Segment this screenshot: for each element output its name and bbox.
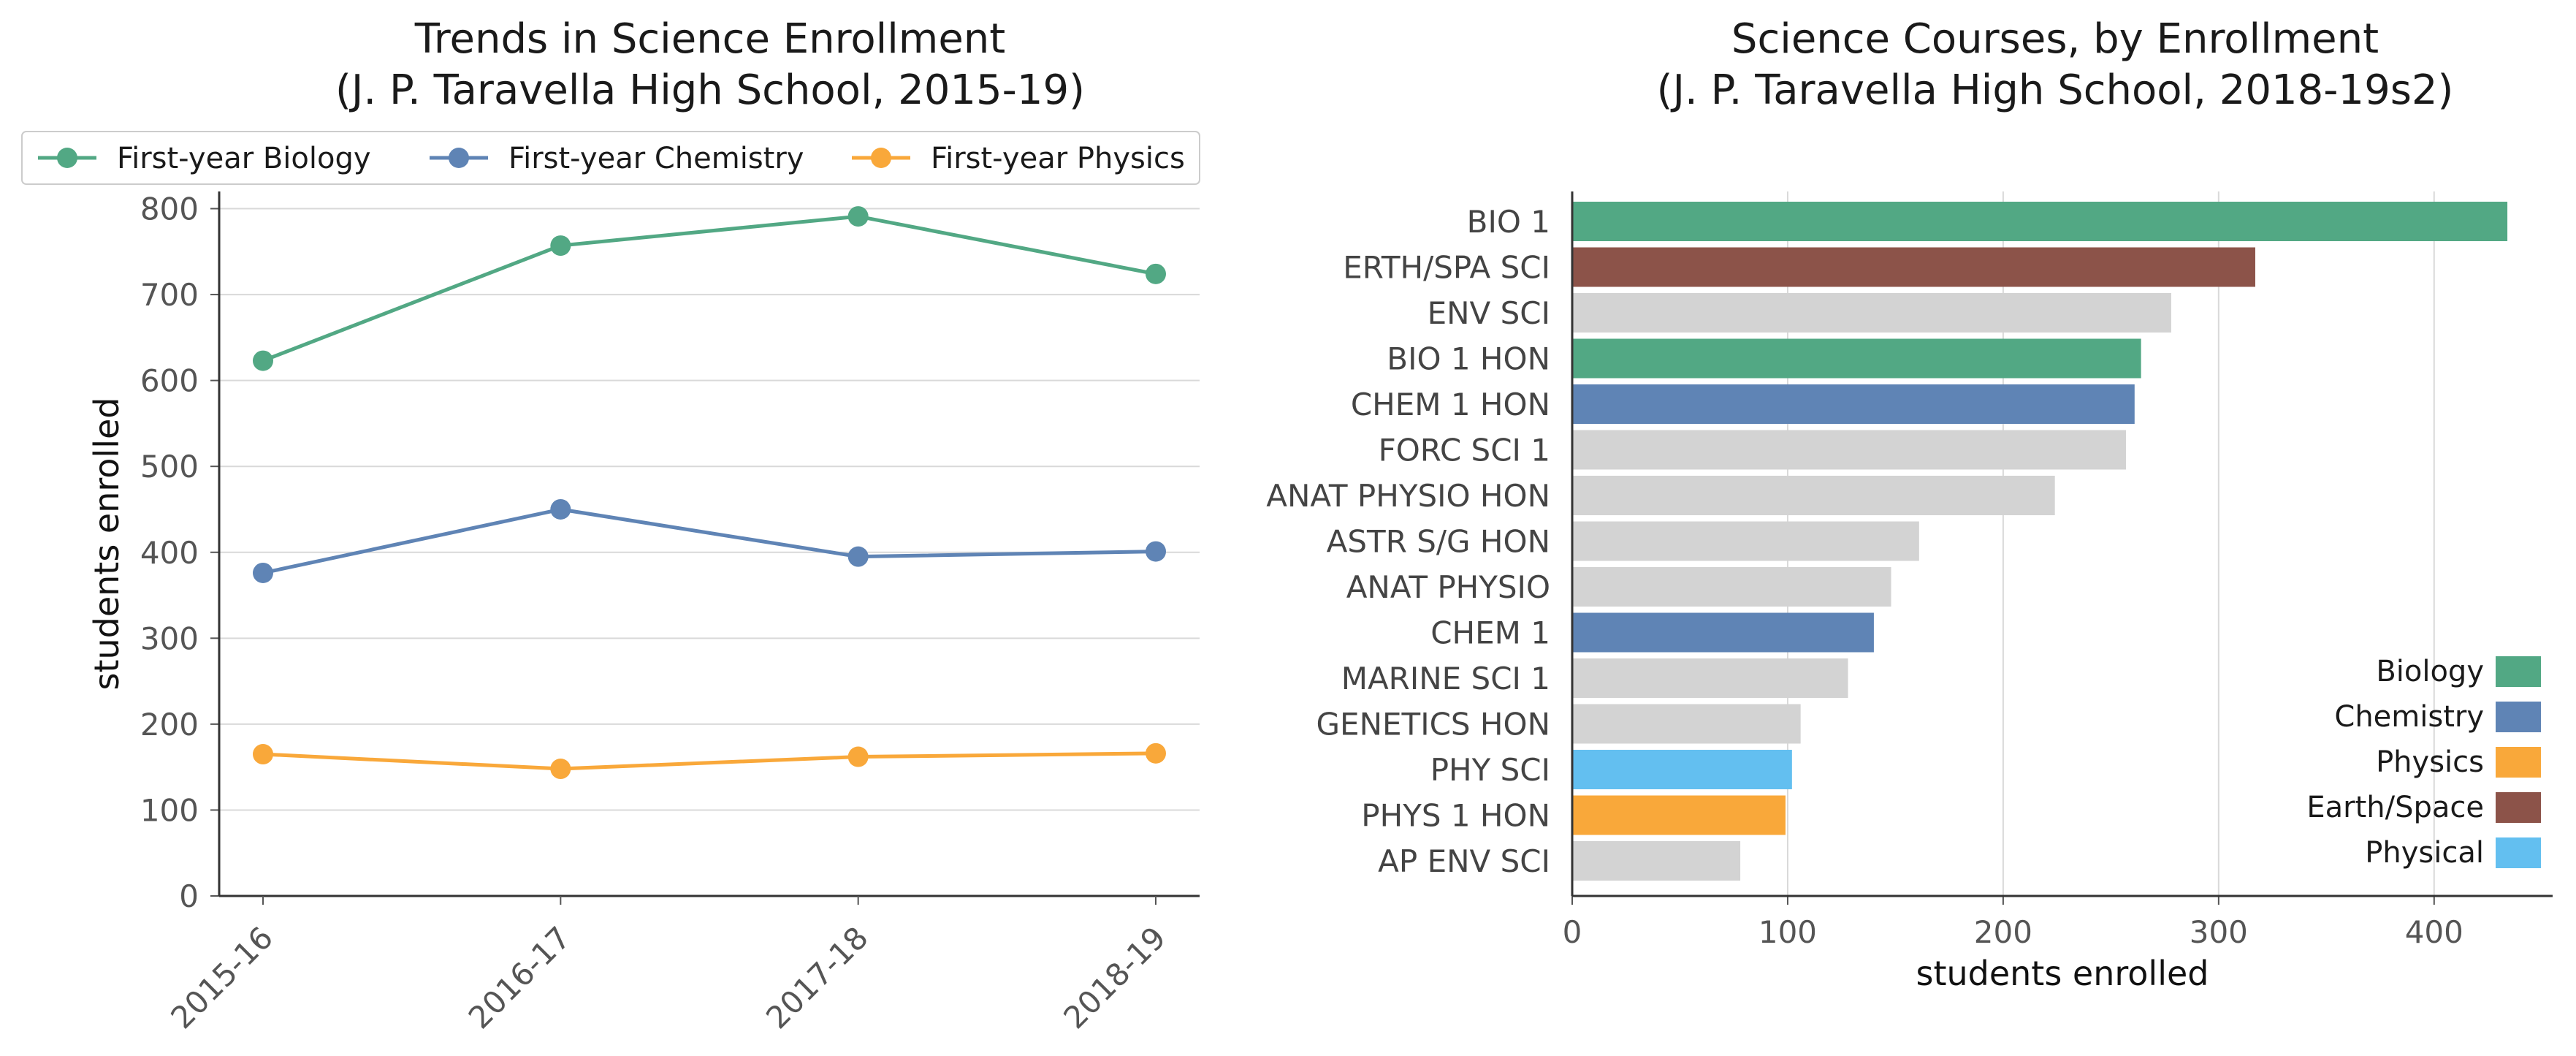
data-point (253, 562, 273, 583)
bar (1572, 612, 1874, 653)
series-line (262, 507, 1156, 575)
x-tick-label: 400 (2405, 914, 2463, 950)
category-label: ANAT PHYSIO HON (1266, 478, 1550, 514)
bar (1572, 384, 2135, 424)
y-tick-label: 100 (140, 792, 199, 828)
data-point (847, 546, 869, 567)
legend-label: Chemistry (2334, 700, 2484, 734)
category-label: CHEM 1 HON (1351, 387, 1550, 422)
x-tick-label: 2016-17 (462, 919, 578, 1036)
category-label: BIO 1 HON (1387, 341, 1550, 377)
category-label: FORC SCI 1 (1379, 433, 1550, 468)
category-label: MARINE SCI 1 (1341, 661, 1550, 696)
bar (1572, 658, 1848, 698)
bar (1572, 430, 2127, 470)
line-chart-title: Trends in Science Enrollment (414, 15, 1005, 63)
x-tick-label: 0 (1563, 914, 1582, 950)
legend-frame (21, 131, 1200, 185)
legend-swatch (2496, 656, 2541, 687)
bar (1572, 795, 1786, 835)
bar (1572, 476, 2055, 515)
data-point (253, 744, 273, 765)
bar (1572, 338, 2141, 379)
bar-chart: Science Courses, by Enrollment(J. P. Tar… (1266, 15, 2553, 993)
category-label: ASTR S/G HON (1327, 524, 1550, 560)
category-label: GENETICS HON (1316, 707, 1550, 742)
x-tick-label: 200 (1974, 914, 2032, 950)
legend-swatch (2496, 747, 2541, 778)
legend-swatch (2496, 837, 2541, 868)
series-first-year-biology (253, 206, 1166, 371)
y-axis-title: students enrolled (87, 398, 126, 691)
x-axis-title: students enrolled (1916, 954, 2209, 993)
bar (1572, 202, 2508, 241)
line-chart: Trends in Science Enrollment(J. P. Tarav… (21, 15, 1200, 1036)
data-point (550, 759, 571, 780)
data-point (1146, 742, 1166, 764)
bar-chart-subtitle: (J. P. Taravella High School, 2018-19s2) (1657, 67, 2454, 114)
data-point (847, 746, 869, 767)
legend-marker (449, 148, 469, 168)
bar-chart-title: Science Courses, by Enrollment (1731, 15, 2379, 63)
y-tick-label: 0 (179, 878, 199, 914)
data-point (550, 498, 571, 520)
legend-swatch (2496, 702, 2541, 732)
legend-label: First-year Chemistry (508, 142, 804, 175)
x-tick-label: 100 (1758, 914, 1817, 950)
category-label: CHEM 1 (1430, 615, 1550, 651)
legend-label: First-year Physics (931, 142, 1185, 175)
y-tick-label: 200 (140, 707, 199, 742)
x-tick-label: 2017-18 (759, 919, 875, 1036)
y-tick-label: 300 (140, 620, 199, 656)
line-chart-subtitle: (J. P. Taravella High School, 2015-19) (335, 67, 1085, 114)
category-label: ERTH/SPA SCI (1343, 250, 1550, 286)
category-label: PHY SCI (1430, 752, 1550, 788)
category-label: ANAT PHYSIO (1346, 569, 1550, 605)
bar (1572, 293, 2171, 333)
legend-marker (57, 148, 77, 168)
category-label: PHYS 1 HON (1361, 798, 1550, 834)
y-tick-label: 400 (140, 535, 199, 571)
legend-label: Physics (2376, 745, 2484, 779)
legend-label: Biology (2376, 655, 2484, 688)
legend-marker (871, 148, 891, 168)
bar (1572, 750, 1792, 789)
series-first-year-chemistry (253, 498, 1166, 583)
data-point (1146, 263, 1166, 284)
category-label: BIO 1 (1467, 204, 1550, 240)
legend-label: Earth/Space (2306, 791, 2484, 824)
bar-chart-legend: Biology Chemistry Physics Earth/Space Physic… (2306, 655, 2541, 870)
x-tick-label: 300 (2190, 914, 2248, 950)
legend-swatch (2496, 792, 2541, 823)
bar (1572, 521, 1919, 561)
y-tick-label: 600 (140, 363, 199, 399)
y-tick-label: 500 (140, 449, 199, 485)
data-point (253, 350, 273, 371)
data-point (847, 206, 869, 227)
data-point (1146, 541, 1166, 562)
series-line (262, 751, 1156, 771)
y-tick-label: 700 (140, 277, 199, 313)
bar (1572, 704, 1801, 744)
y-tick-label: 800 (140, 191, 199, 227)
bar (1572, 247, 2255, 287)
legend-label: Physical (2365, 836, 2484, 870)
bar (1572, 567, 1891, 607)
x-tick-label: 2015-16 (164, 919, 280, 1036)
series-line (262, 214, 1156, 362)
x-tick-label: 2018-19 (1056, 919, 1173, 1036)
data-point (550, 235, 571, 257)
bar (1572, 841, 1741, 881)
series-first-year-physics (253, 742, 1166, 780)
category-label: ENV SCI (1428, 295, 1550, 331)
category-label: AP ENV SCI (1378, 843, 1550, 879)
legend-label: First-year Biology (117, 142, 371, 175)
line-chart-legend: First-year Biology First-year Chemistry Fi… (21, 131, 1200, 185)
